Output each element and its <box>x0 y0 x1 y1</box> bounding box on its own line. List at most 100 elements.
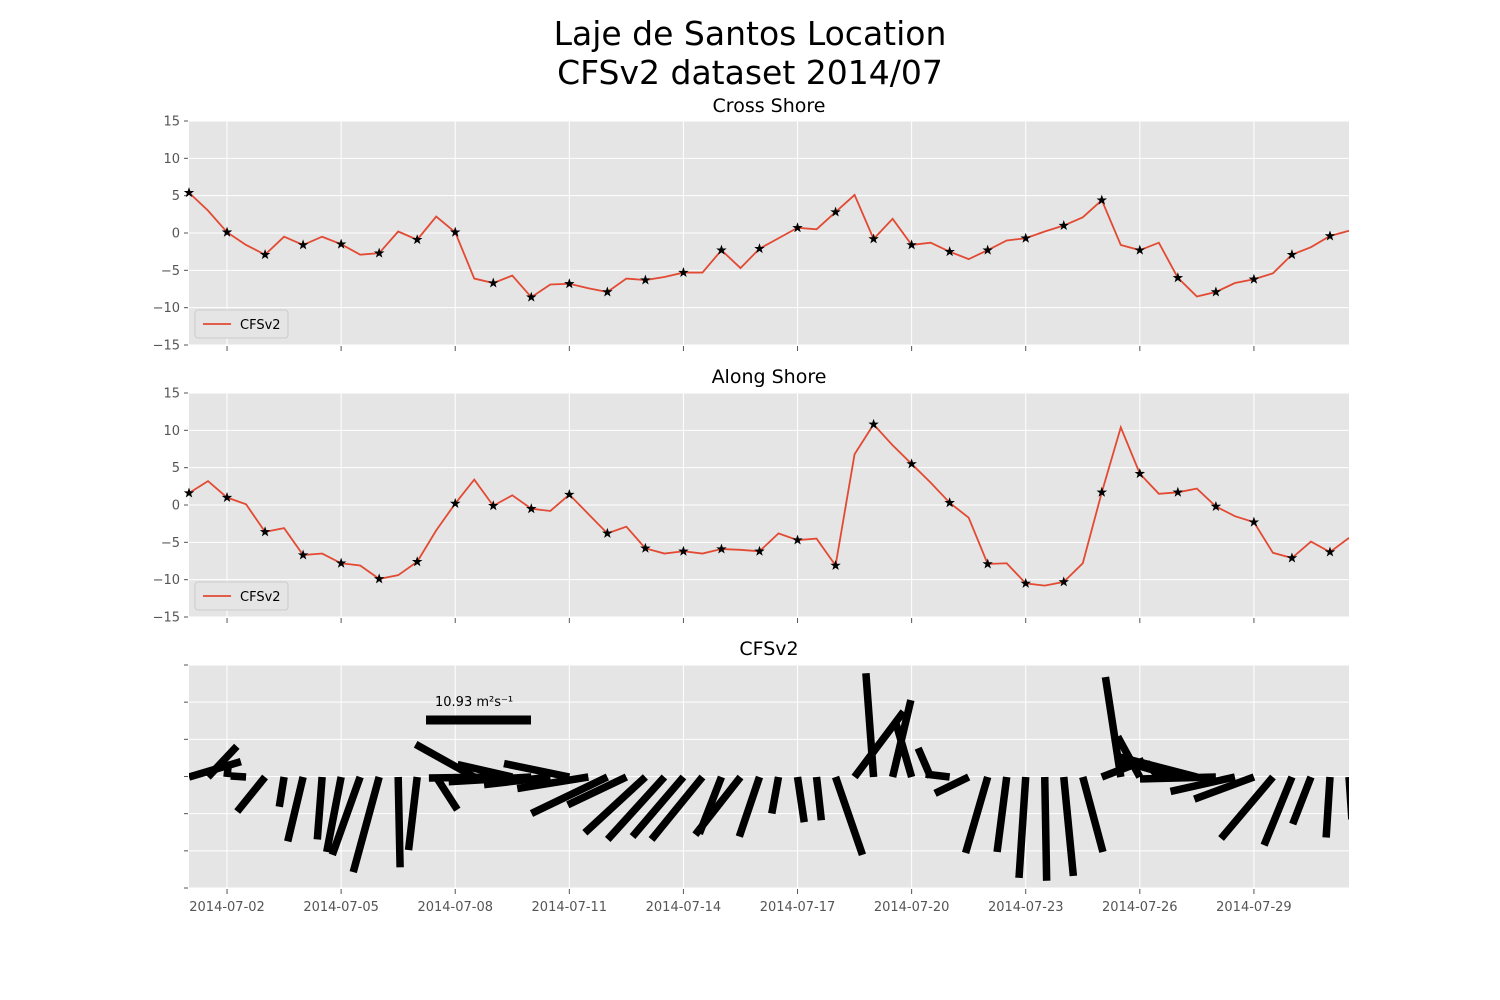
x-tick-label: 2014-07-08 <box>417 900 493 915</box>
wind-vector <box>433 774 461 812</box>
data-point-marker <box>1210 286 1222 297</box>
x-tick-label: 2014-07-05 <box>303 900 379 915</box>
data-point-marker <box>1324 546 1336 557</box>
data-point-marker <box>411 556 423 567</box>
data-point-marker <box>716 543 727 554</box>
wind-vector <box>862 672 878 778</box>
data-point-marker <box>183 187 195 198</box>
legend-entry-label: CFSv2 <box>240 318 281 333</box>
x-tick-label: 2014-07-02 <box>189 900 265 915</box>
wind-vector <box>993 776 1011 853</box>
legend-box <box>194 309 289 339</box>
panel-title: Cross Shore <box>713 95 826 117</box>
data-point-marker <box>373 247 385 258</box>
data-point-marker <box>335 238 347 249</box>
wind-vector <box>812 776 826 821</box>
data-point-marker <box>449 497 461 508</box>
legend-entry-label: CFSv2 <box>240 590 281 605</box>
wind-vector <box>1218 774 1276 841</box>
data-point-marker <box>564 278 575 289</box>
data-point-marker <box>1134 244 1146 255</box>
wind-vector <box>629 774 687 839</box>
legend-box <box>194 581 289 611</box>
wind-vector <box>275 776 288 808</box>
data-point-marker <box>678 267 689 278</box>
data-point-marker <box>830 206 841 217</box>
wind-vector <box>328 775 364 857</box>
data-point-marker <box>221 226 233 237</box>
data-point-marker <box>297 239 309 250</box>
panel-title: Along Shore <box>712 366 827 388</box>
panel-title: CFSv2 <box>739 638 798 660</box>
x-tick-label: 2014-07-29 <box>1216 900 1292 915</box>
wind-vector <box>313 776 326 840</box>
x-tick-label: 2014-07-26 <box>1102 900 1178 915</box>
data-point-marker <box>640 542 651 553</box>
wind-vector <box>768 776 783 815</box>
wind-vector <box>234 774 268 814</box>
data-point-marker <box>564 489 575 500</box>
data-point-marker <box>335 557 347 568</box>
wind-vector <box>933 773 971 797</box>
x-tick-label: 2014-07-23 <box>988 900 1064 915</box>
wind-vector <box>793 776 808 823</box>
x-tick-label: 2014-07-17 <box>760 900 836 915</box>
data-point-marker <box>526 291 537 302</box>
wind-vector <box>1322 776 1334 838</box>
data-point-marker <box>1020 577 1031 588</box>
data-point-marker <box>640 274 651 285</box>
data-point-marker <box>1134 468 1146 479</box>
y-tick-label: −15 <box>153 611 180 626</box>
wind-vector <box>1114 752 1198 781</box>
wind-vector <box>205 743 240 780</box>
data-point-marker <box>792 222 803 233</box>
wind-vector <box>735 775 764 838</box>
wind-vector <box>230 772 247 781</box>
data-point-marker <box>1020 232 1031 243</box>
wind-vector <box>648 774 706 842</box>
wind-vector <box>1289 775 1315 826</box>
data-point-marker <box>868 418 879 429</box>
y-tick-label: −5 <box>161 264 180 279</box>
data-point-marker <box>488 500 499 511</box>
data-point-marker <box>602 527 613 538</box>
y-tick-label: −10 <box>153 301 180 316</box>
wind-vector <box>1139 773 1216 783</box>
y-tick-label: 10 <box>163 152 180 167</box>
data-point-marker <box>754 545 765 556</box>
wind-vector <box>1040 776 1051 881</box>
data-point-marker <box>1324 230 1336 241</box>
data-point-marker <box>1248 516 1260 527</box>
wind-vector <box>1345 777 1349 820</box>
wind-vector <box>925 770 951 781</box>
data-point-marker <box>221 492 233 502</box>
wind-vector <box>516 773 589 793</box>
wind-vector <box>413 741 477 781</box>
data-point-marker <box>678 545 689 556</box>
data-point-marker <box>1172 272 1184 283</box>
data-point-marker <box>716 244 727 255</box>
data-point-marker <box>373 573 385 584</box>
figure-title-line-2: CFSv2 dataset 2014/07 <box>557 53 943 92</box>
data-point-marker <box>944 497 955 508</box>
wind-vector <box>223 767 232 778</box>
data-point-marker <box>259 249 271 260</box>
figure-title-line-1: Laje de Santos Location <box>553 14 947 53</box>
wind-vector <box>892 723 916 779</box>
wind-vector <box>1015 776 1030 879</box>
wind-vector <box>1260 775 1296 847</box>
data-point-marker <box>906 239 917 250</box>
wind-vector <box>692 774 744 837</box>
y-tick-label: −10 <box>153 573 180 588</box>
data-point-marker <box>449 226 461 237</box>
scale-key-label: 10.93 m²s⁻¹ <box>435 695 513 710</box>
wind-vector <box>851 709 907 780</box>
y-tick-label: 15 <box>163 115 180 130</box>
wind-vector <box>1060 776 1078 877</box>
data-point-marker <box>944 246 955 257</box>
data-point-marker <box>754 243 765 254</box>
y-tick-label: 10 <box>163 424 180 439</box>
wind-vector <box>1169 773 1236 796</box>
quiver-panel: 2014-07-02 2014-07-05 2014-07-08 2014-07-11… <box>184 638 1349 915</box>
